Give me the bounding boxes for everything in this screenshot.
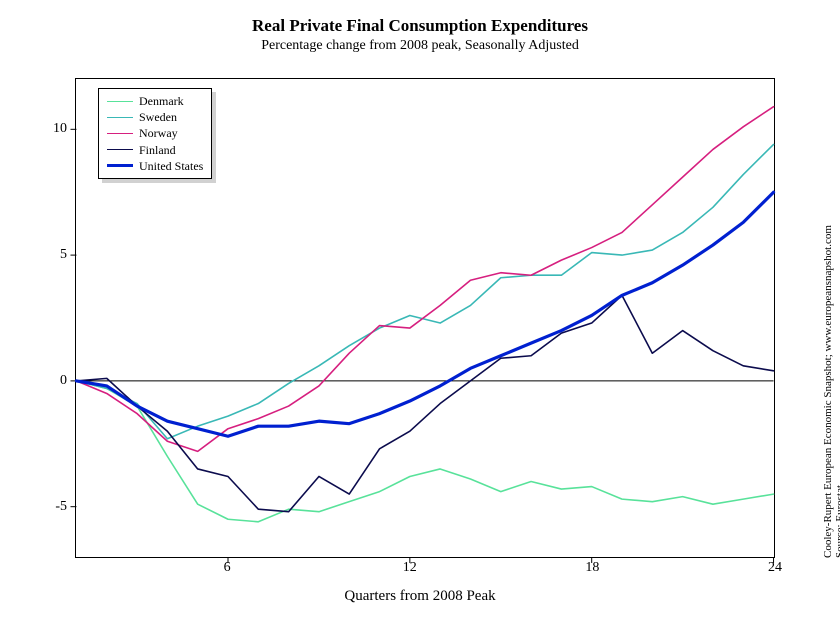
x-tick-label: 18 [585,560,599,576]
series-line [76,381,773,522]
y-tick-label: 10 [45,121,67,137]
y-tick-label: 0 [45,373,67,389]
legend-label: Sweden [139,109,177,125]
legend-item: Norway [107,125,203,141]
chart-subtitle: Percentage change from 2008 peak, Season… [0,38,840,54]
legend-item: Sweden [107,109,203,125]
x-tick-label: 24 [768,560,782,576]
chart-stage: Real Private Final Consumption Expenditu… [0,0,840,630]
legend-item: Finland [107,142,203,158]
credit-text: Cooley-Rupert European Economic Snapshot… [822,78,836,558]
series-line [76,192,773,436]
legend-label: Denmark [139,93,184,109]
y-tick-label: -5 [45,499,67,515]
legend-item: Denmark [107,93,203,109]
x-axis-label: Quarters from 2008 Peak [0,588,840,605]
legend-swatch [107,133,133,134]
x-tick-label: 6 [224,560,231,576]
legend-swatch [107,117,133,118]
legend-label: Finland [139,142,176,158]
legend-item: United States [107,158,203,174]
legend-swatch [107,164,133,167]
legend-swatch [107,101,133,102]
chart-title: Real Private Final Consumption Expenditu… [0,16,840,36]
legend-label: United States [139,158,203,174]
legend-swatch [107,149,133,150]
legend: DenmarkSwedenNorwayFinlandUnited States [98,88,212,179]
credit-line-2: Source: Eurostat [834,485,840,558]
y-tick-label: 5 [45,247,67,263]
legend-label: Norway [139,125,178,141]
credit-line-1: Cooley-Rupert European Economic Snapshot… [822,225,834,558]
x-tick-label: 12 [403,560,417,576]
